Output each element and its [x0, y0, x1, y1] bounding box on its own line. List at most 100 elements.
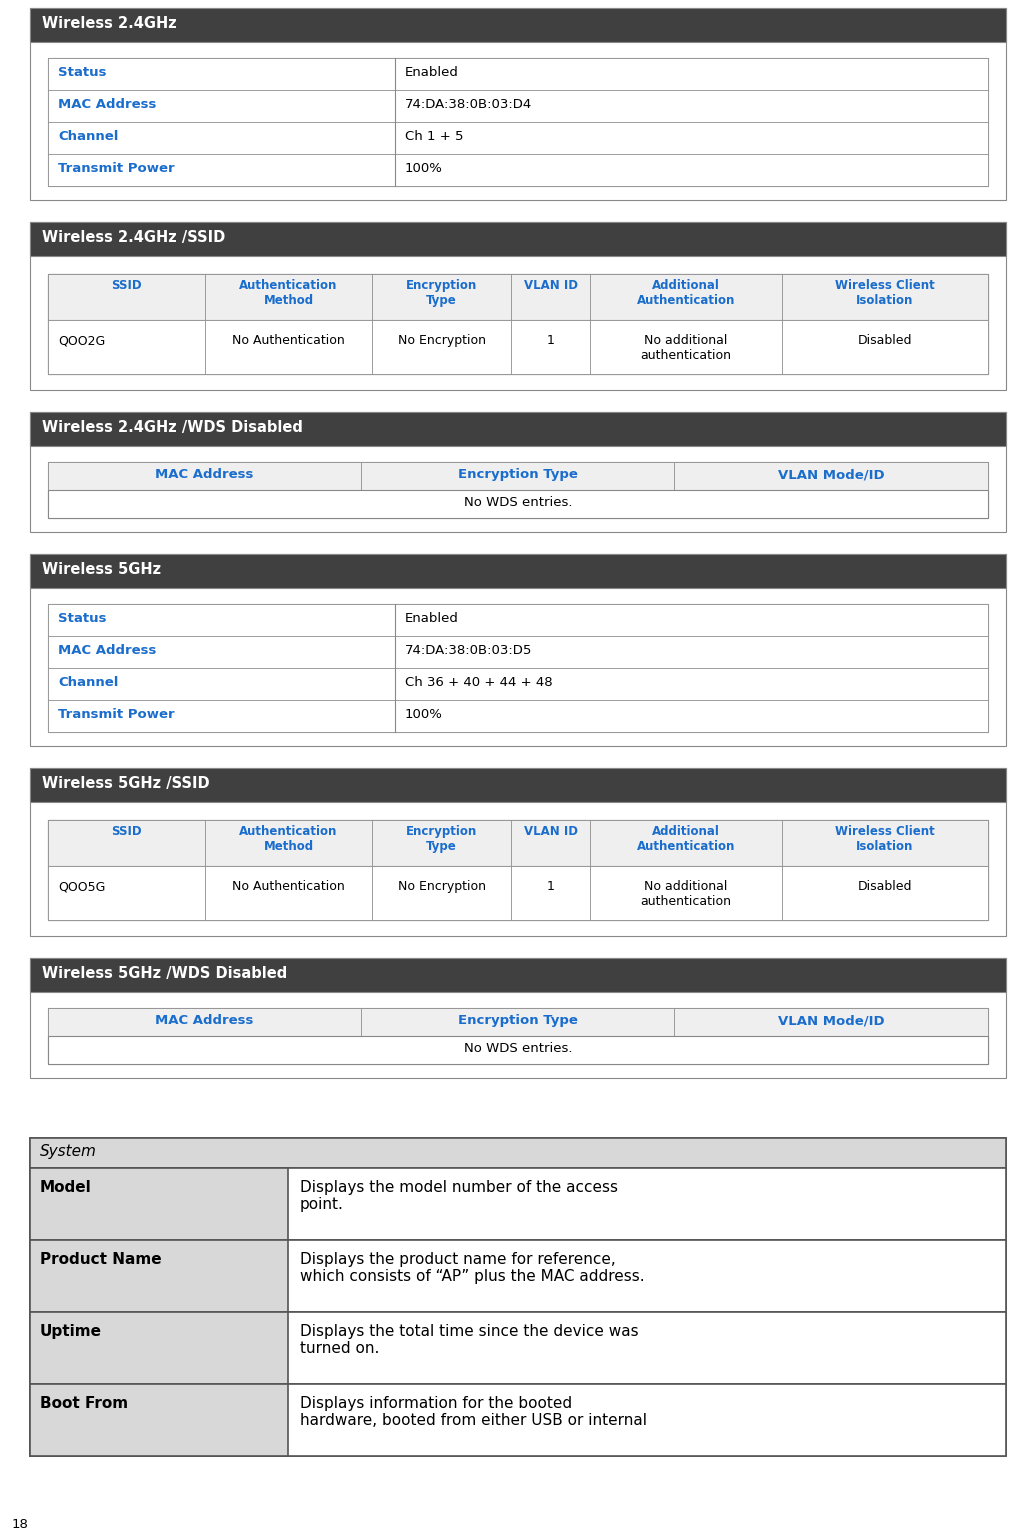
Bar	[48, 121, 988, 154]
Text: No Authentication: No Authentication	[232, 881, 345, 893]
Bar	[48, 274, 988, 373]
Text: 100%: 100%	[405, 161, 442, 175]
Text: No WDS entries.: No WDS entries.	[464, 1042, 572, 1054]
Text: 18: 18	[12, 1519, 29, 1531]
Bar	[48, 669, 988, 699]
Bar	[589, 865, 782, 921]
Bar	[30, 221, 1006, 257]
Bar	[48, 91, 988, 121]
Text: 1: 1	[547, 334, 554, 347]
Bar	[372, 274, 511, 320]
Bar	[674, 463, 988, 490]
Bar	[48, 821, 988, 921]
Bar	[30, 553, 1006, 589]
Text: Encryption Type: Encryption Type	[458, 467, 577, 481]
Bar	[589, 821, 782, 865]
Text: Wireless 5GHz: Wireless 5GHz	[42, 563, 162, 576]
Text: Wireless 2.4GHz /WDS Disabled: Wireless 2.4GHz /WDS Disabled	[42, 420, 303, 435]
Text: 100%: 100%	[405, 709, 442, 721]
Text: Encryption
Type: Encryption Type	[406, 825, 478, 853]
Bar	[48, 463, 988, 518]
Bar	[30, 553, 1006, 589]
Bar	[48, 604, 988, 636]
Text: Additional
Authentication: Additional Authentication	[637, 280, 736, 307]
Bar	[30, 768, 1006, 802]
Bar	[30, 8, 1006, 41]
Text: Authentication
Method: Authentication Method	[239, 825, 338, 853]
Bar	[30, 1383, 288, 1456]
Text: Displays the product name for reference,
which consists of “AP” plus the MAC add: Displays the product name for reference,…	[300, 1253, 644, 1285]
Bar	[48, 1008, 361, 1036]
Text: Wireless Client
Isolation: Wireless Client Isolation	[835, 825, 934, 853]
Bar	[674, 1008, 988, 1036]
Text: Status: Status	[58, 612, 107, 626]
Text: Displays the model number of the access
point.: Displays the model number of the access …	[300, 1180, 618, 1213]
Bar	[48, 320, 988, 373]
Bar	[30, 1313, 1006, 1383]
Text: Displays information for the booted
hardware, booted from either USB or internal: Displays information for the booted hard…	[300, 1396, 648, 1428]
Text: VLAN ID: VLAN ID	[523, 280, 577, 292]
Text: No WDS entries.: No WDS entries.	[464, 496, 572, 509]
Text: MAC Address: MAC Address	[58, 644, 156, 656]
Bar	[361, 1008, 674, 1036]
Text: No Encryption: No Encryption	[398, 881, 486, 893]
Text: Channel: Channel	[58, 131, 118, 143]
Text: Wireless 2.4GHz /SSID: Wireless 2.4GHz /SSID	[42, 231, 225, 244]
Text: QOO2G: QOO2G	[58, 334, 106, 347]
Text: Disabled: Disabled	[858, 334, 913, 347]
Bar	[30, 553, 1006, 745]
Bar	[30, 958, 1006, 991]
Text: No Encryption: No Encryption	[398, 334, 486, 347]
Bar	[30, 221, 1006, 257]
Bar	[372, 865, 511, 921]
Text: Transmit Power: Transmit Power	[58, 161, 175, 175]
Text: VLAN Mode/ID: VLAN Mode/ID	[778, 1014, 885, 1027]
Text: Product Name: Product Name	[40, 1253, 162, 1266]
Bar	[48, 58, 988, 91]
Text: Model: Model	[40, 1180, 92, 1194]
Bar	[48, 463, 361, 490]
Text: Encryption
Type: Encryption Type	[406, 280, 478, 307]
Text: VLAN Mode/ID: VLAN Mode/ID	[778, 467, 885, 481]
Bar	[372, 320, 511, 373]
Bar	[48, 1036, 988, 1064]
Bar	[782, 821, 988, 865]
Bar	[30, 1168, 1006, 1240]
Bar	[30, 1383, 1006, 1456]
Text: Boot From: Boot From	[40, 1396, 128, 1411]
Bar	[30, 1313, 288, 1383]
Bar	[361, 463, 674, 490]
Text: Status: Status	[58, 66, 107, 78]
Text: MAC Address: MAC Address	[155, 1014, 254, 1027]
Bar	[205, 320, 372, 373]
Text: Channel: Channel	[58, 676, 118, 689]
Bar	[48, 58, 988, 186]
Text: MAC Address: MAC Address	[155, 467, 254, 481]
Text: 74:DA:38:0B:03:D4: 74:DA:38:0B:03:D4	[405, 98, 533, 111]
Text: Disabled: Disabled	[858, 881, 913, 893]
Text: Encryption Type: Encryption Type	[458, 1014, 577, 1027]
Bar	[48, 821, 205, 865]
Text: Enabled: Enabled	[405, 612, 459, 626]
Bar	[30, 412, 1006, 446]
Text: Wireless Client
Isolation: Wireless Client Isolation	[835, 280, 934, 307]
Text: System: System	[40, 1144, 97, 1159]
Bar	[48, 490, 988, 518]
Text: Authentication
Method: Authentication Method	[239, 280, 338, 307]
Bar	[30, 958, 1006, 1077]
Bar	[48, 821, 988, 865]
Text: No Authentication: No Authentication	[232, 334, 345, 347]
Text: Wireless 5GHz /SSID: Wireless 5GHz /SSID	[42, 776, 209, 792]
Text: Wireless 5GHz /WDS Disabled: Wireless 5GHz /WDS Disabled	[42, 965, 287, 981]
Text: MAC Address: MAC Address	[58, 98, 156, 111]
Bar	[30, 8, 1006, 200]
Text: Ch 1 + 5: Ch 1 + 5	[405, 131, 463, 143]
Bar	[30, 1137, 1006, 1456]
Bar	[782, 274, 988, 320]
Bar	[48, 154, 988, 186]
Bar	[30, 1240, 1006, 1313]
Bar	[511, 274, 589, 320]
Bar	[48, 320, 205, 373]
Bar	[30, 1168, 288, 1240]
Bar	[589, 274, 782, 320]
